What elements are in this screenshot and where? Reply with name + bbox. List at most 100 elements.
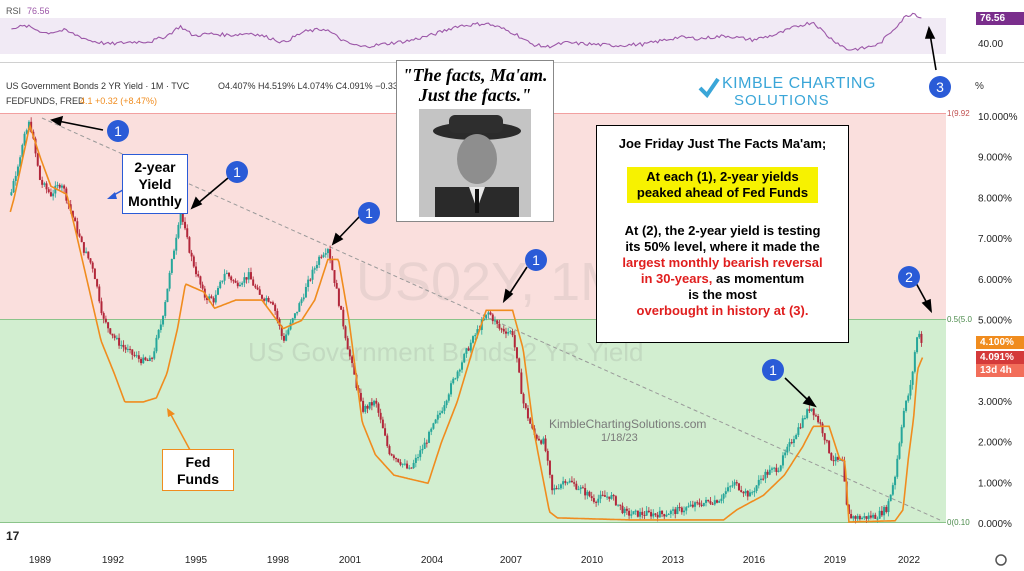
yield-label-line1: 2-year <box>134 159 176 175</box>
candle-body <box>243 277 246 283</box>
fib-mid-label: 0.5(5.0 <box>947 315 972 324</box>
candle-body <box>115 337 118 339</box>
note-p3: as momentum <box>712 271 805 286</box>
candle-body <box>366 405 369 409</box>
candle-body <box>179 213 182 225</box>
candle-body <box>656 514 659 518</box>
candle-body <box>850 514 853 519</box>
candle-body <box>60 185 63 188</box>
candle-body <box>874 514 877 519</box>
candle-body <box>770 468 773 470</box>
candle-body <box>300 299 303 304</box>
settings-gear-icon[interactable] <box>995 554 1007 566</box>
candle-body <box>702 502 705 506</box>
candle-body <box>667 514 670 516</box>
candle-body <box>450 383 453 395</box>
candle-body <box>843 460 846 482</box>
candle-body <box>96 279 99 287</box>
commentary-box: Joe Friday Just The Facts Ma'am; At each… <box>596 125 849 343</box>
yield-label-line3: Monthly <box>128 193 182 209</box>
candle-body <box>296 311 299 314</box>
candle-body <box>526 408 529 419</box>
candle-body <box>476 329 479 336</box>
annotation-arrows <box>50 25 937 408</box>
ohlc-readout: O4.407% H4.519% L4.074% C4.091% −0.337 <box>218 81 403 91</box>
note-highlight: At each (1), 2-year yields peaked ahead … <box>627 167 818 203</box>
candle-body <box>234 280 237 283</box>
candle-body <box>406 463 409 469</box>
candle-body <box>280 326 283 337</box>
marker-label: 1 <box>114 123 122 139</box>
candle-body <box>491 314 494 322</box>
marker-label: 1 <box>233 164 241 180</box>
candle-body <box>111 333 114 336</box>
candle-body <box>623 508 626 514</box>
trend-line <box>41 117 941 521</box>
candle-body <box>742 492 745 494</box>
candle-body <box>832 460 835 462</box>
candle-body <box>410 467 413 469</box>
candle-body <box>230 276 233 281</box>
fed-label-line1: Fed <box>185 454 211 470</box>
x-tick-label: 2013 <box>662 555 685 566</box>
candle-body <box>318 256 321 265</box>
candle-body <box>265 298 268 301</box>
candle-body <box>467 348 470 351</box>
candle-body <box>902 410 905 428</box>
candle-body <box>129 348 132 350</box>
candle-body <box>834 456 837 462</box>
candle-body <box>74 217 77 222</box>
candle-body <box>575 483 578 490</box>
yield-label-line2: Yield <box>138 176 172 192</box>
candle-body <box>828 440 831 454</box>
candle-body <box>14 175 17 181</box>
candle-body <box>188 237 191 253</box>
candle-body <box>663 514 666 517</box>
candle-body <box>689 504 692 507</box>
y-tick-label: 3.000% <box>978 397 1012 408</box>
candle-body <box>271 302 274 305</box>
candle-body <box>762 478 765 480</box>
candle-body <box>861 517 864 520</box>
candle-body <box>601 494 604 496</box>
candle-body <box>733 482 736 486</box>
candle-body <box>340 305 343 310</box>
candle-body <box>753 490 756 493</box>
candle-body <box>727 487 729 492</box>
candle-body <box>419 450 422 458</box>
candle-body <box>142 357 145 364</box>
candle-body <box>384 428 387 436</box>
note-p1: At (2), the 2-year yield is testing <box>624 223 821 238</box>
candle-body <box>49 192 52 197</box>
candle-body <box>34 138 37 154</box>
y-tick-label: 0.000% <box>978 519 1012 530</box>
candle-body <box>513 335 516 348</box>
fib-top-label: 1(9.92 <box>947 109 970 118</box>
candle-body <box>432 423 435 429</box>
x-tick-label: 2019 <box>824 555 847 566</box>
candle-body <box>408 467 411 469</box>
candle-body <box>425 442 428 444</box>
candle-body <box>680 507 683 513</box>
candle-body <box>98 286 101 302</box>
percent-sign: % <box>975 81 984 92</box>
candle-body <box>546 450 549 461</box>
candle-body <box>847 504 850 515</box>
candle-body <box>153 351 156 359</box>
x-tick-label: 2010 <box>581 555 604 566</box>
x-tick-label: 2001 <box>339 555 362 566</box>
candle-body <box>43 183 46 185</box>
candle-body <box>93 268 96 280</box>
candle-body <box>221 280 224 282</box>
candle-body <box>920 333 923 343</box>
candle-body <box>713 500 716 505</box>
candle-body <box>683 510 686 513</box>
candle-body <box>696 502 699 504</box>
candle-body <box>500 328 503 330</box>
candle-body <box>89 258 92 263</box>
candle-body <box>12 180 15 193</box>
candle-body <box>370 402 373 406</box>
candle-body <box>544 438 547 451</box>
candle-body <box>19 157 22 167</box>
candle-body <box>647 510 650 513</box>
